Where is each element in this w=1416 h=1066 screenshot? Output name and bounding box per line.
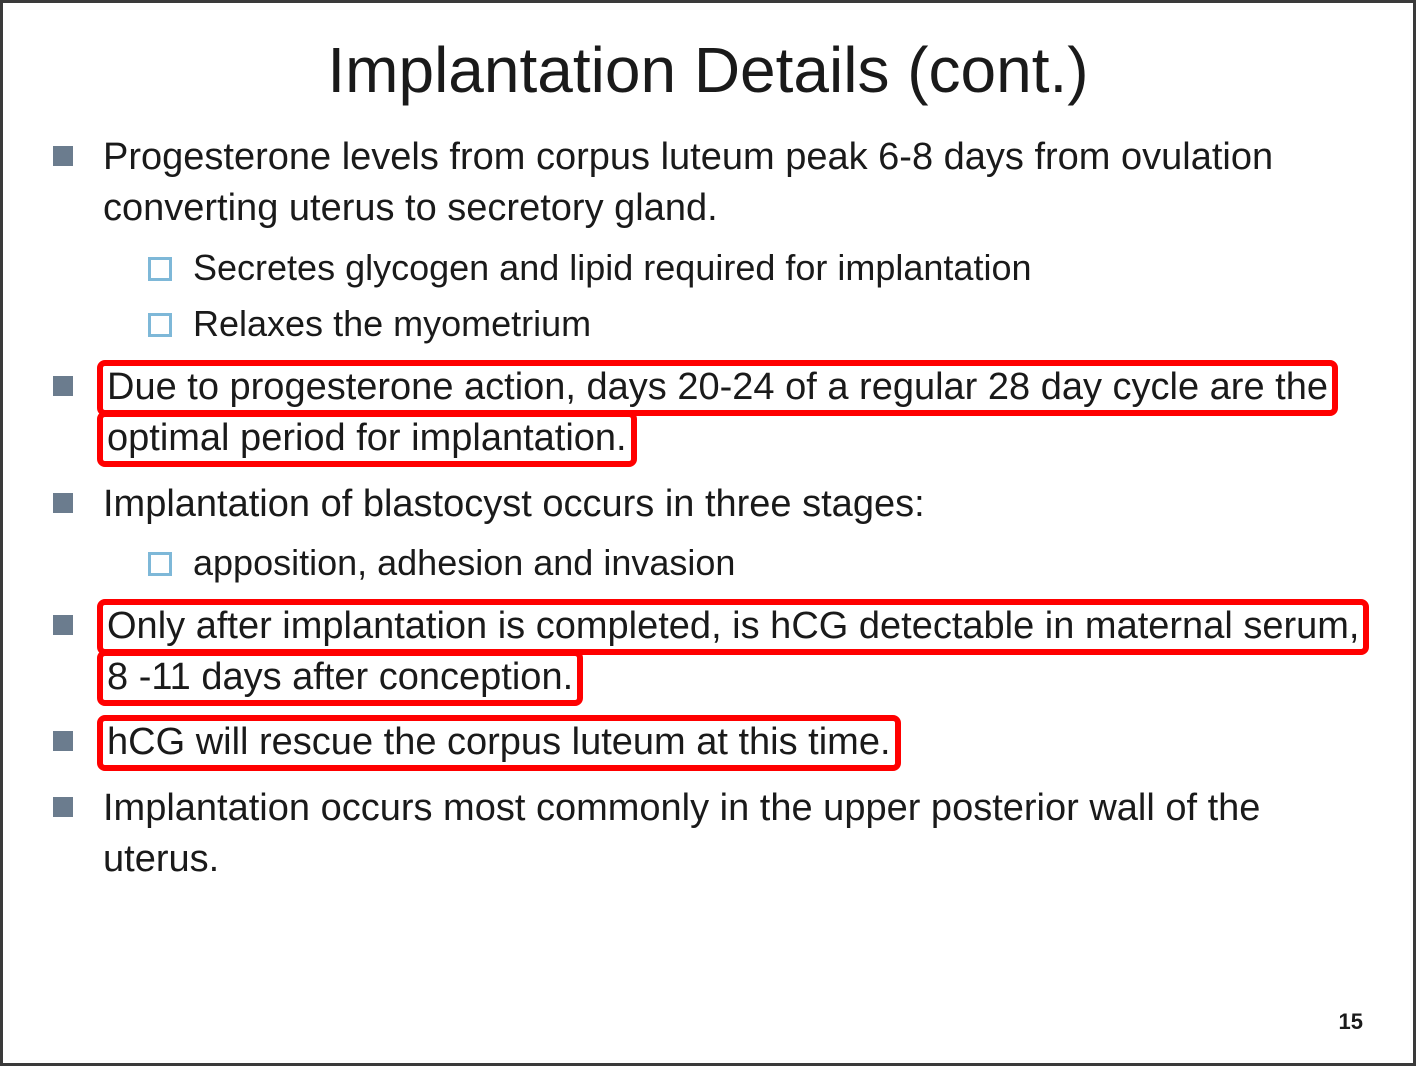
bullet-text: Implantation of blastocyst occurs in thr… (103, 483, 925, 525)
sub-bullet-list: apposition, adhesion and invasion (148, 540, 1363, 587)
bullet-item: hCG will rescue the corpus luteum at thi… (53, 717, 1363, 768)
bullet-item: Progesterone levels from corpus luteum p… (53, 132, 1363, 348)
bullet-item: Due to progesterone action, days 20-24 o… (53, 362, 1363, 465)
bullet-text: Implantation occurs most commonly in the… (103, 787, 1260, 880)
page-number: 15 (1339, 1009, 1363, 1035)
sub-bullet-item: Secretes glycogen and lipid required for… (148, 245, 1363, 292)
sub-bullet-item: Relaxes the myometrium (148, 301, 1363, 348)
slide-title: Implantation Details (cont.) (53, 33, 1363, 107)
bullet-text: Progesterone levels from corpus luteum p… (103, 136, 1273, 229)
highlighted-text: Due to progesterone action, days 20-24 o… (97, 360, 1338, 467)
highlighted-text: Only after implantation is completed, is… (97, 599, 1369, 706)
sub-bullet-list: Secretes glycogen and lipid required for… (148, 245, 1363, 349)
bullet-list: Progesterone levels from corpus luteum p… (53, 132, 1363, 885)
bullet-item: Implantation of blastocyst occurs in thr… (53, 479, 1363, 587)
bullet-item: Implantation occurs most commonly in the… (53, 783, 1363, 886)
slide: Implantation Details (cont.) Progesteron… (0, 0, 1416, 1066)
bullet-item: Only after implantation is completed, is… (53, 601, 1363, 704)
sub-bullet-item: apposition, adhesion and invasion (148, 540, 1363, 587)
highlighted-text: hCG will rescue the corpus luteum at thi… (97, 715, 901, 771)
